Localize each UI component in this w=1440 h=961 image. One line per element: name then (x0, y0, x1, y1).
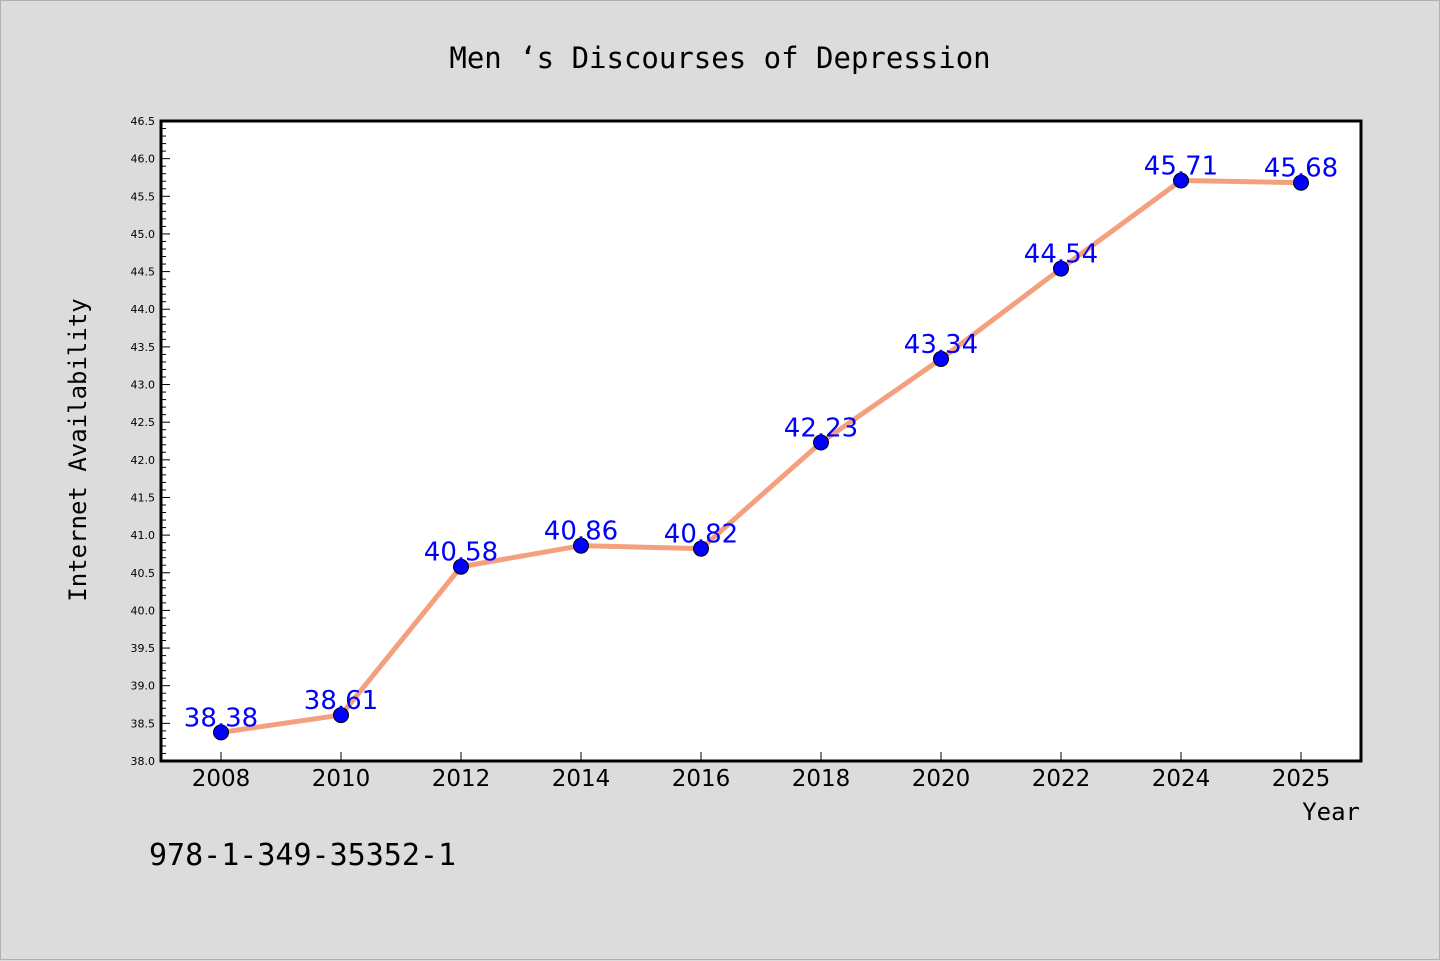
chart-title: Men ‘s Discourses of Depression (449, 41, 990, 75)
y-tick-label: 38.5 (131, 717, 156, 730)
y-tick-label: 46.5 (131, 115, 156, 128)
y-tick-label: 44.5 (131, 266, 156, 279)
x-tick-label: 2014 (552, 766, 611, 792)
data-label: 45.68 (1264, 154, 1338, 184)
y-tick-label: 45.0 (131, 228, 156, 241)
data-point (693, 540, 709, 557)
y-tick-label: 41.0 (131, 529, 156, 542)
data-label: 38.61 (304, 686, 378, 716)
y-tick-label: 39.5 (131, 642, 156, 655)
data-label: 40.86 (544, 517, 618, 547)
data-label: 40.82 (664, 520, 738, 550)
y-tick-label: 40.0 (131, 604, 156, 617)
x-axis-label: Year (1302, 798, 1360, 826)
y-tick-label: 38.0 (131, 755, 156, 768)
x-tick-label: 2020 (912, 766, 971, 792)
data-label: 43.34 (904, 330, 978, 360)
y-tick-label: 43.5 (131, 341, 156, 354)
x-tick-label: 2018 (792, 766, 851, 792)
x-tick-label: 2016 (672, 766, 731, 792)
data-point (1173, 172, 1189, 189)
data-point (453, 558, 469, 575)
series-layer (213, 172, 1309, 741)
data-point (1053, 260, 1069, 277)
x-tick-label: 2010 (312, 766, 371, 792)
data-point (813, 434, 829, 451)
x-tick-label: 2025 (1272, 766, 1331, 792)
data-point (213, 724, 229, 741)
data-label: 38.38 (184, 703, 258, 733)
data-label: 40.58 (424, 538, 498, 568)
data-label: 44.54 (1024, 240, 1098, 270)
data-point (573, 537, 589, 554)
y-tick-label: 44.0 (131, 303, 156, 316)
y-tick-label: 41.5 (131, 491, 156, 504)
y-tick-label: 40.5 (131, 567, 156, 580)
x-tick-label: 2008 (192, 766, 251, 792)
isbn-text: 978-1-349-35352-1 (149, 838, 456, 873)
y-tick-label: 46.0 (131, 153, 156, 166)
y-tick-label: 43.0 (131, 379, 156, 392)
x-tick-label: 2022 (1032, 766, 1091, 792)
series-line (218, 177, 1304, 735)
x-tick-label: 2012 (432, 766, 491, 792)
data-label: 42.23 (784, 414, 858, 444)
x-axis: 2008 2010 2012 2014 2016 2018 2020 2022 2024 2025 (192, 752, 1331, 792)
y-tick-label: 42.5 (131, 416, 156, 429)
plot-area (159, 119, 1363, 763)
y-axis-label: Internet Availability (64, 298, 92, 601)
data-label: 45.71 (1144, 151, 1218, 181)
y-tick-label: 39.0 (131, 680, 156, 693)
data-point (333, 707, 349, 724)
data-point (933, 350, 949, 367)
x-tick-label: 2024 (1152, 766, 1211, 792)
y-tick-label: 45.5 (131, 190, 156, 203)
y-tick-label: 42.0 (131, 454, 156, 467)
data-point (1293, 174, 1309, 191)
y-axis: 38.0 38.5 39.0 39.5 40.0 40.5 41.0 41.5 42.0 42.5… (131, 115, 170, 768)
data-labels: 38.38 38.61 40.58 40.86 40.82 42.23 43.34 44.54… (184, 151, 1338, 733)
